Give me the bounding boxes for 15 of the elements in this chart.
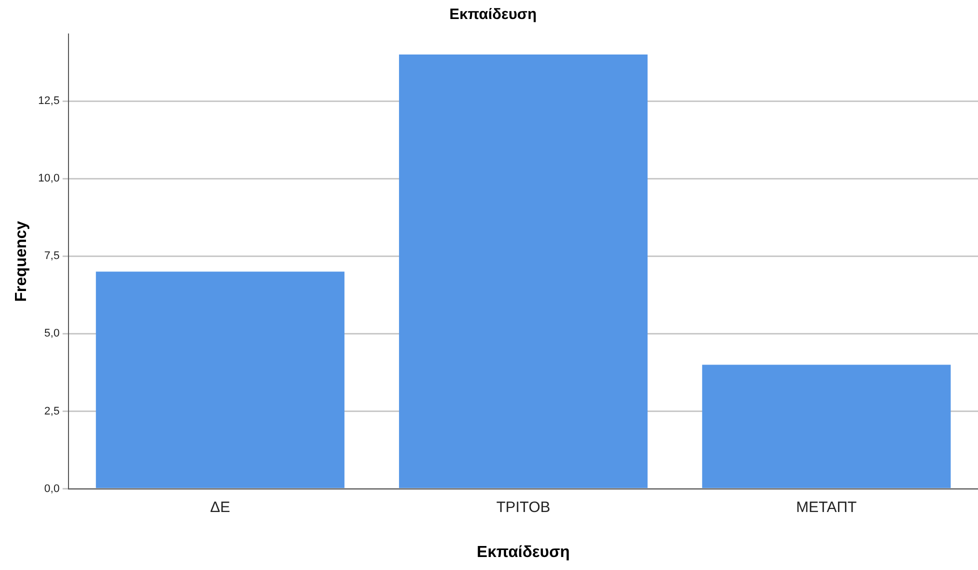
x-tick-label: ΜΕΤΑΠΤ <box>796 498 857 516</box>
y-tick-label: 0,0 <box>44 482 60 495</box>
bar <box>702 364 951 488</box>
x-tick-label: ΤΡΙΤΟΒ <box>496 498 550 516</box>
y-axis-title: Frequency <box>13 220 30 302</box>
chart-title: Εκπαίδευση <box>449 6 537 24</box>
y-tick-label: 2,5 <box>44 405 60 418</box>
y-tick-label: 12,5 <box>38 95 60 108</box>
bar <box>399 54 648 488</box>
y-tick-label: 10,0 <box>38 172 60 185</box>
y-tick-label: 7,5 <box>44 250 60 262</box>
bar <box>96 272 344 488</box>
x-tick-label: ΔΕ <box>210 498 230 516</box>
x-axis-title: Εκπαίδευση <box>476 544 570 561</box>
y-tick-label: 5,0 <box>44 328 60 340</box>
